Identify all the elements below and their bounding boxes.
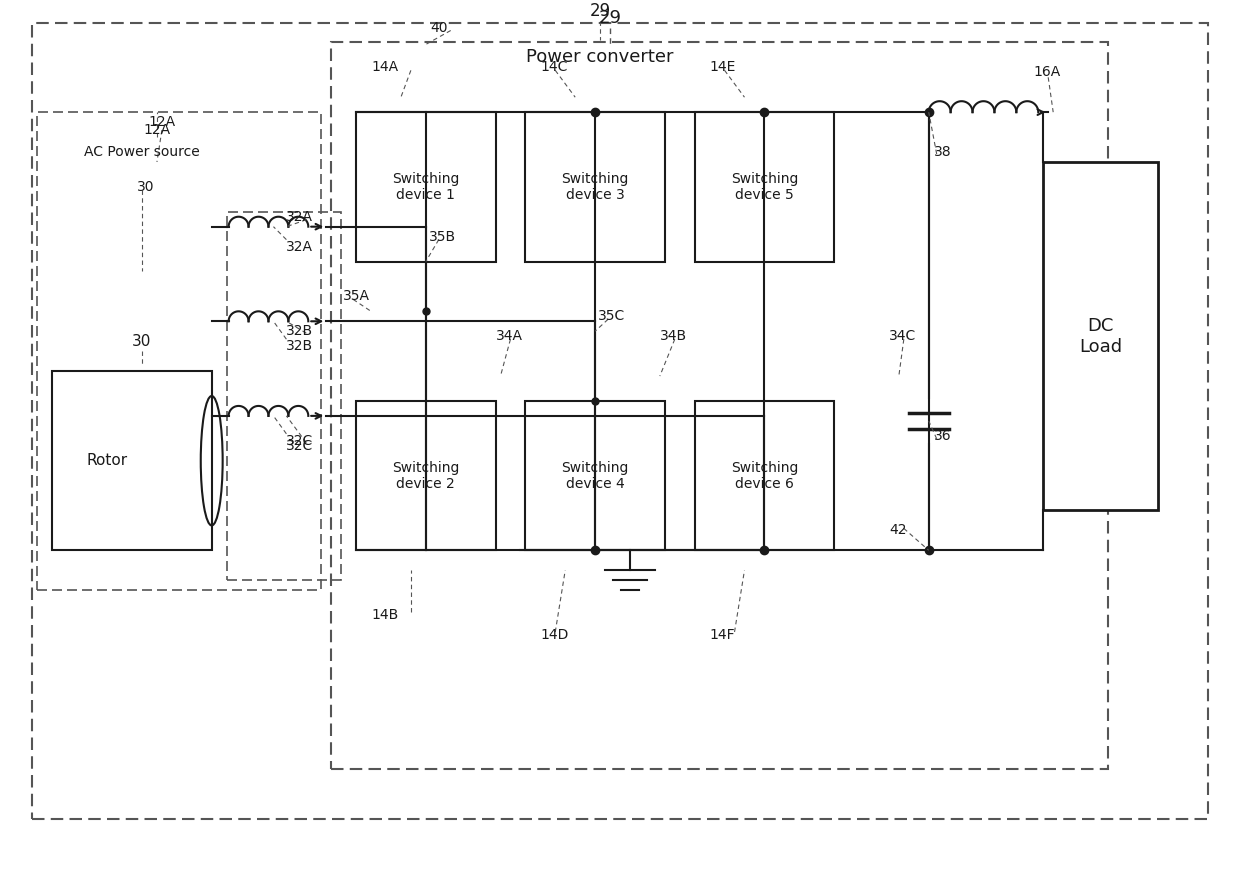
Text: 14D: 14D bbox=[541, 628, 569, 642]
Text: 12A: 12A bbox=[144, 123, 170, 137]
Text: 32A: 32A bbox=[286, 209, 314, 223]
Bar bbox=[331, 43, 1109, 769]
Text: 42: 42 bbox=[889, 523, 906, 537]
Text: 29: 29 bbox=[599, 9, 621, 27]
Text: 29: 29 bbox=[589, 2, 610, 20]
Text: 32C: 32C bbox=[286, 439, 314, 453]
Bar bbox=[694, 401, 835, 550]
Text: 14C: 14C bbox=[541, 60, 568, 75]
Text: 30: 30 bbox=[133, 334, 151, 348]
Text: 38: 38 bbox=[934, 145, 951, 159]
Text: DC
Load: DC Load bbox=[1079, 317, 1122, 355]
Bar bbox=[227, 212, 341, 580]
Text: 40: 40 bbox=[430, 21, 449, 35]
Text: 14B: 14B bbox=[371, 608, 398, 622]
Text: 34C: 34C bbox=[889, 329, 916, 343]
Text: AC Power source: AC Power source bbox=[84, 145, 200, 159]
Text: 36: 36 bbox=[934, 428, 951, 443]
Bar bbox=[356, 112, 496, 262]
Text: Rotor: Rotor bbox=[87, 454, 128, 468]
Text: 35A: 35A bbox=[343, 289, 371, 303]
Text: 35B: 35B bbox=[429, 229, 456, 243]
Bar bbox=[694, 112, 835, 262]
Text: Switching
device 3: Switching device 3 bbox=[562, 172, 629, 202]
Text: Switching
device 1: Switching device 1 bbox=[392, 172, 460, 202]
Text: 14A: 14A bbox=[371, 60, 398, 75]
Text: 14F: 14F bbox=[709, 628, 735, 642]
Text: 32C: 32C bbox=[286, 434, 314, 448]
Text: 16A: 16A bbox=[1033, 65, 1060, 79]
Text: Switching
device 4: Switching device 4 bbox=[562, 461, 629, 491]
Text: 35C: 35C bbox=[598, 309, 625, 323]
Text: Switching
device 2: Switching device 2 bbox=[392, 461, 460, 491]
Bar bbox=[526, 401, 665, 550]
Text: Power converter: Power converter bbox=[526, 49, 673, 66]
Bar bbox=[356, 401, 496, 550]
Text: 14E: 14E bbox=[709, 60, 737, 75]
Text: 34A: 34A bbox=[496, 329, 522, 343]
Bar bbox=[52, 371, 212, 550]
Text: 12A: 12A bbox=[149, 115, 176, 129]
Text: 34B: 34B bbox=[660, 329, 687, 343]
Text: Switching
device 6: Switching device 6 bbox=[730, 461, 799, 491]
Text: 32B: 32B bbox=[286, 339, 314, 353]
Text: 32A: 32A bbox=[286, 240, 314, 254]
Bar bbox=[37, 112, 321, 590]
Bar bbox=[526, 112, 665, 262]
Text: 30: 30 bbox=[136, 180, 155, 194]
Text: Switching
device 5: Switching device 5 bbox=[730, 172, 799, 202]
Bar bbox=[1043, 162, 1158, 510]
Text: 32B: 32B bbox=[286, 324, 314, 338]
